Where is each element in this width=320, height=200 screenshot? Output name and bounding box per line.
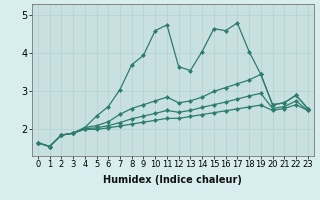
X-axis label: Humidex (Indice chaleur): Humidex (Indice chaleur) (103, 175, 242, 185)
